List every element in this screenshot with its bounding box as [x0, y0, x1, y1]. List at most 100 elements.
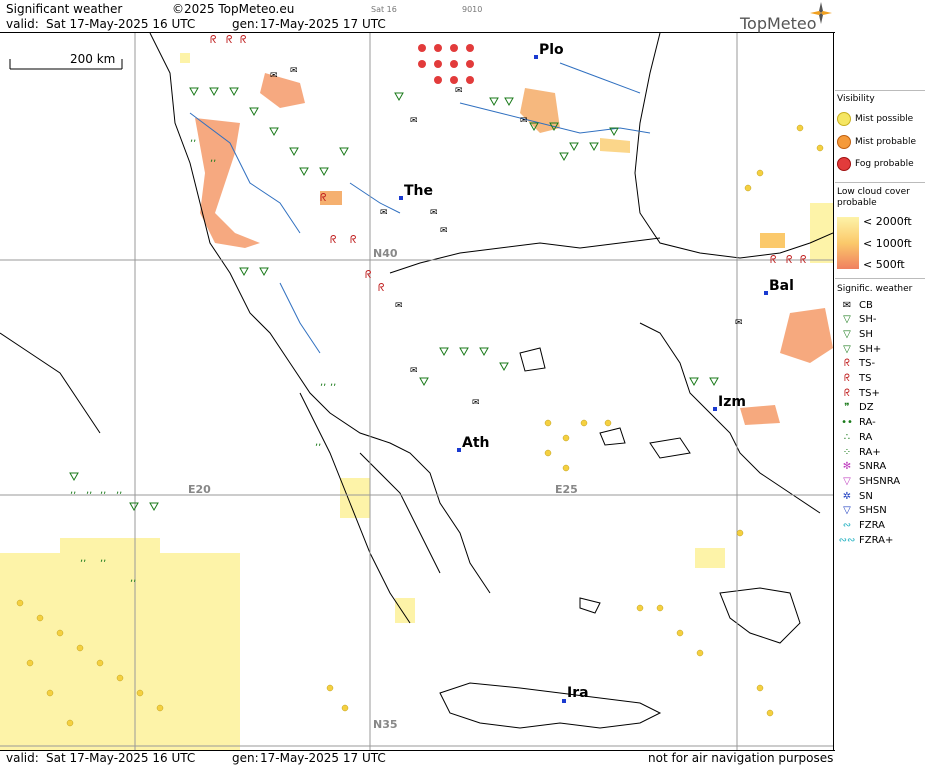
legend-weather-item: ᖇ TS-	[837, 357, 875, 371]
legend-weather-item: ▽ SH	[837, 327, 873, 341]
city-label-izm[interactable]: Izm	[718, 394, 746, 410]
svg-text:,,: ,,	[315, 437, 321, 448]
fog-probable-icon	[837, 157, 851, 171]
legend-weather-item: ᖇ TS+	[837, 386, 880, 400]
svg-text:✉: ✉	[410, 116, 418, 126]
snow-rain-icon: ✻	[842, 461, 852, 473]
legend-weather-label: TS+	[859, 387, 880, 399]
legend-weather-label: TS	[859, 373, 872, 384]
legend-weather-label: SN	[859, 490, 873, 502]
legend-weather-item: ❞ DZ	[837, 401, 874, 415]
gen-label: gen:	[232, 17, 259, 31]
chart-title: Significant weather	[6, 2, 123, 16]
svg-text:✉: ✉	[410, 366, 418, 376]
legend-weather-label: RA-	[859, 417, 876, 429]
footer-valid-time: Sat 17-May-2025 16 UTC	[46, 751, 196, 765]
legend-divider	[835, 90, 925, 91]
mist-symbols	[16, 124, 824, 727]
svg-text:ᖇ: ᖇ	[800, 253, 807, 266]
drizzle-symbols: ,,,,,,,, ,,,,,, ,,,,,, ,,,,	[70, 133, 336, 584]
svg-text:,,: ,,	[130, 573, 136, 584]
legend-panel: Visibility Mist possible Mist probable F…	[835, 90, 925, 765]
legend-weather-item: •• RA-	[837, 416, 876, 430]
city-label-plo[interactable]: Plo	[539, 42, 564, 58]
grid-label-n40: N40	[373, 247, 398, 260]
svg-text:ᖇ: ᖇ	[240, 33, 247, 46]
map-canvas: ᖇᖇᖇ ᖇᖇ ᖇ ᖇᖇᖇ ᖇᖇ ,,,,,,,, ,,,,,, ,,,,,, ,,…	[0, 33, 833, 750]
snow-icon: ✲	[842, 490, 852, 502]
svg-text:,,: ,,	[320, 377, 326, 388]
svg-text:ᖇ: ᖇ	[226, 33, 233, 46]
cb-icon: ✉	[842, 299, 852, 311]
legend-weather-label: TS-	[859, 358, 876, 370]
city-label-the[interactable]: The	[404, 183, 434, 199]
freezing-rain-icon: ∾	[842, 520, 852, 531]
cloud-cover-swatch	[837, 217, 859, 269]
svg-text:ᖇ: ᖇ	[330, 233, 337, 246]
shower-symbols	[69, 87, 719, 512]
footer-valid-label: valid:	[6, 751, 39, 765]
snow-rain-shower-icon: ▽	[843, 475, 851, 487]
thunderstorm-light-icon: ᖇ	[844, 358, 850, 370]
city-label-bal[interactable]: Bal	[769, 278, 794, 294]
svg-text:✉: ✉	[430, 208, 438, 218]
drizzle-icon: ❞	[844, 402, 850, 414]
legend-divider	[835, 278, 925, 279]
coastlines	[0, 33, 833, 729]
footer-gen-time: 17-May-2025 17 UTC	[260, 751, 386, 765]
legend-weather-label: SHSN	[859, 505, 887, 517]
city-label-ath[interactable]: Ath	[462, 435, 490, 451]
disclaimer: not for air navigation purposes	[648, 751, 834, 765]
legend-cloud-1000: < 1000ft	[863, 237, 912, 250]
svg-text:✉: ✉	[472, 398, 480, 408]
legend-weather-label: SH+	[859, 343, 882, 355]
legend-cloud-2000: < 2000ft	[863, 215, 912, 228]
shower-icon: ▽	[843, 328, 851, 340]
svg-text:ᖇ: ᖇ	[365, 268, 372, 281]
svg-text:ᖇ: ᖇ	[770, 253, 777, 266]
freezing-rain-heavy-icon: ∾∾	[838, 534, 856, 546]
legend-weather-item: ∾∾ FZRA+	[837, 533, 894, 547]
fog-dots	[418, 44, 474, 84]
mist-possible-icon	[837, 112, 851, 126]
legend-weather-item: ▽ SHSNRA	[837, 474, 900, 488]
legend-weather-item: ▽ SHSN	[837, 504, 887, 518]
low-cloud-areas	[0, 53, 833, 750]
legend-weather-label: FZRA+	[859, 534, 894, 546]
grid-label-n35: N35	[373, 718, 398, 731]
legend-weather-label: SNRA	[859, 461, 887, 473]
legend-weather-title: Signific. weather	[837, 284, 913, 294]
thunderstorm-icon: ᖇ	[844, 373, 850, 384]
copyright: ©2025 TopMeteo.eu	[172, 2, 295, 16]
legend-divider	[835, 182, 925, 183]
svg-text:,,: ,,	[100, 553, 106, 564]
legend-weather-label: SHSNRA	[859, 475, 901, 487]
rain-heavy-icon: ⁘	[842, 446, 852, 458]
svg-text:ᖇ: ᖇ	[786, 253, 793, 266]
legend-weather-item: ▽ SH-	[837, 313, 876, 327]
thunderstorm-heavy-icon: ᖇ	[844, 387, 850, 399]
svg-text:,,: ,,	[116, 485, 122, 496]
svg-text:✉: ✉	[395, 301, 403, 311]
rain-light-icon: ••	[841, 417, 853, 429]
svg-text:✉: ✉	[290, 66, 298, 76]
city-label-ira[interactable]: Ira	[567, 685, 589, 701]
shower-heavy-icon: ▽	[843, 343, 851, 355]
legend-visibility-title: Visibility	[837, 94, 875, 104]
scale-bar	[9, 59, 123, 70]
legend-weather-item: ∾ FZRA	[837, 519, 885, 533]
svg-text:✉: ✉	[520, 116, 528, 126]
legend-weather-label: RA	[859, 431, 873, 443]
legend-cloud-title-1: Low cloud cover	[837, 187, 910, 197]
legend-weather-label: DZ	[859, 402, 874, 414]
city-markers	[399, 55, 768, 703]
svg-text:ᖇ: ᖇ	[210, 33, 217, 46]
svg-text:ᖇ: ᖇ	[350, 233, 357, 246]
satellite-tag: Sat 16	[371, 5, 397, 14]
legend-weather-item: ∴ RA	[837, 430, 873, 444]
svg-text:✉: ✉	[380, 208, 388, 218]
borders	[189, 62, 651, 354]
gen-time: 17-May-2025 17 UTC	[260, 17, 386, 31]
